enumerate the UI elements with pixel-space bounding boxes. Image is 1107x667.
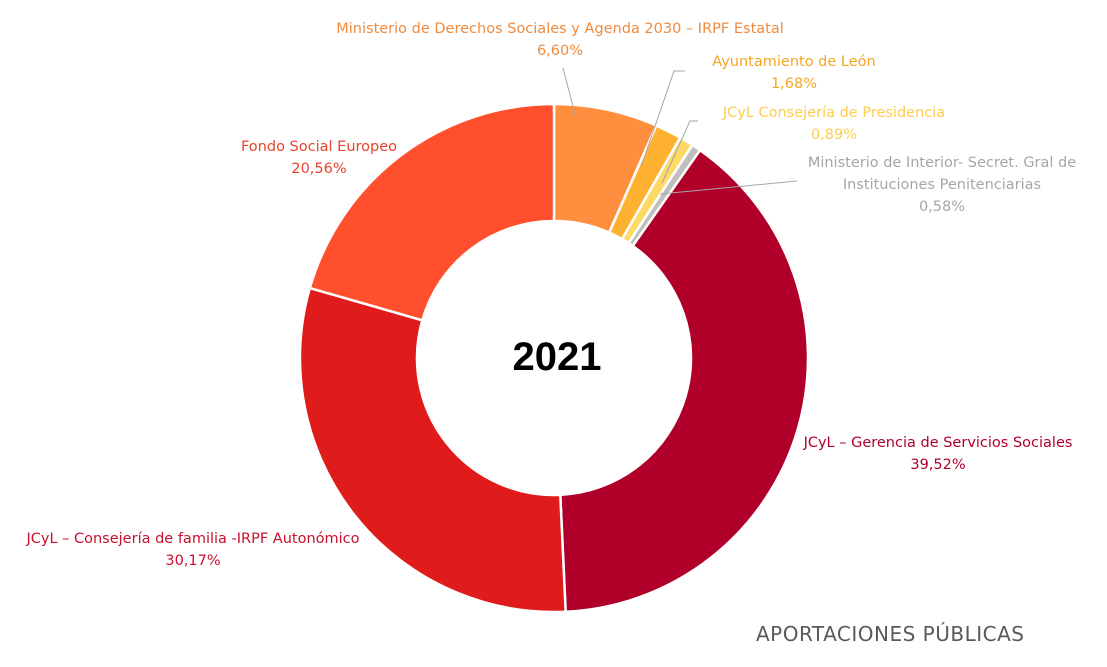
donut-slice-0 (558, 148, 810, 614)
center-year-label: 2021 (513, 335, 602, 379)
leader-line-5 (661, 120, 698, 184)
slice-label-0: JCyL – Gerencia de Servicios Sociales 39,… (803, 435, 1073, 473)
donut-slice-2 (308, 102, 556, 322)
leader-lines-layer (562, 67, 798, 195)
labels-layer: JCyL – Gerencia de Servicios Sociales 39,… (25, 21, 1076, 569)
slice-label-4: Ayuntamiento de León 1,68% (712, 54, 875, 92)
slice-label-1: JCyL – Consejería de familia -IRPF Auton… (25, 531, 359, 569)
slice-label-6: Ministerio de Interior- Secret. Gral de I… (808, 155, 1076, 215)
slices-layer (298, 102, 810, 614)
slice-label-3: Ministerio de Derechos Sociales y Agenda… (336, 21, 783, 59)
chart-footer-title: APORTACIONES PÚBLICAS (756, 622, 1025, 646)
donut-slice-1 (298, 286, 567, 614)
leader-line-6 (659, 180, 798, 195)
slice-label-5: JCyL Consejería de Presidencia 0,89% (722, 105, 945, 143)
slice-label-2: Fondo Social Europeo 20,56% (241, 139, 397, 177)
leader-line-4 (640, 70, 685, 168)
leader-line-3 (562, 67, 577, 119)
